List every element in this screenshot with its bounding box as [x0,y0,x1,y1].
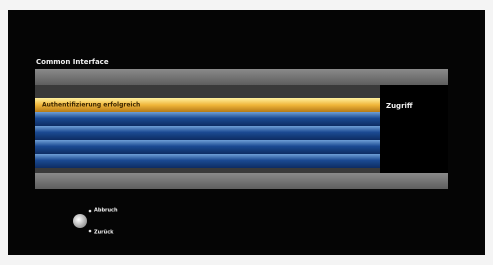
hint-label: Abbruch [94,208,118,214]
tv-screen: Common Interface Authentifizierung erfol… [0,0,493,265]
side-panel [380,85,448,173]
menu-row [35,140,380,154]
hint-label: Zurück [94,230,114,236]
menu-row [35,154,380,168]
menu-spacer [35,85,380,98]
menu-row [35,112,380,126]
hint-dot [89,230,92,233]
menu-item-label[interactable]: Authentifizierung erfolgreich [42,102,140,109]
footer-bar [35,173,448,189]
menu-spacer [35,168,380,173]
header-bar [35,69,448,85]
page: Common Interface Authentifizierung erfol… [0,0,493,265]
menu-title: Common Interface [36,58,109,66]
side-label: Zugriff [386,102,413,110]
nav-knob-icon [73,214,87,228]
menu-row [35,126,380,140]
hint-dot [89,210,92,213]
